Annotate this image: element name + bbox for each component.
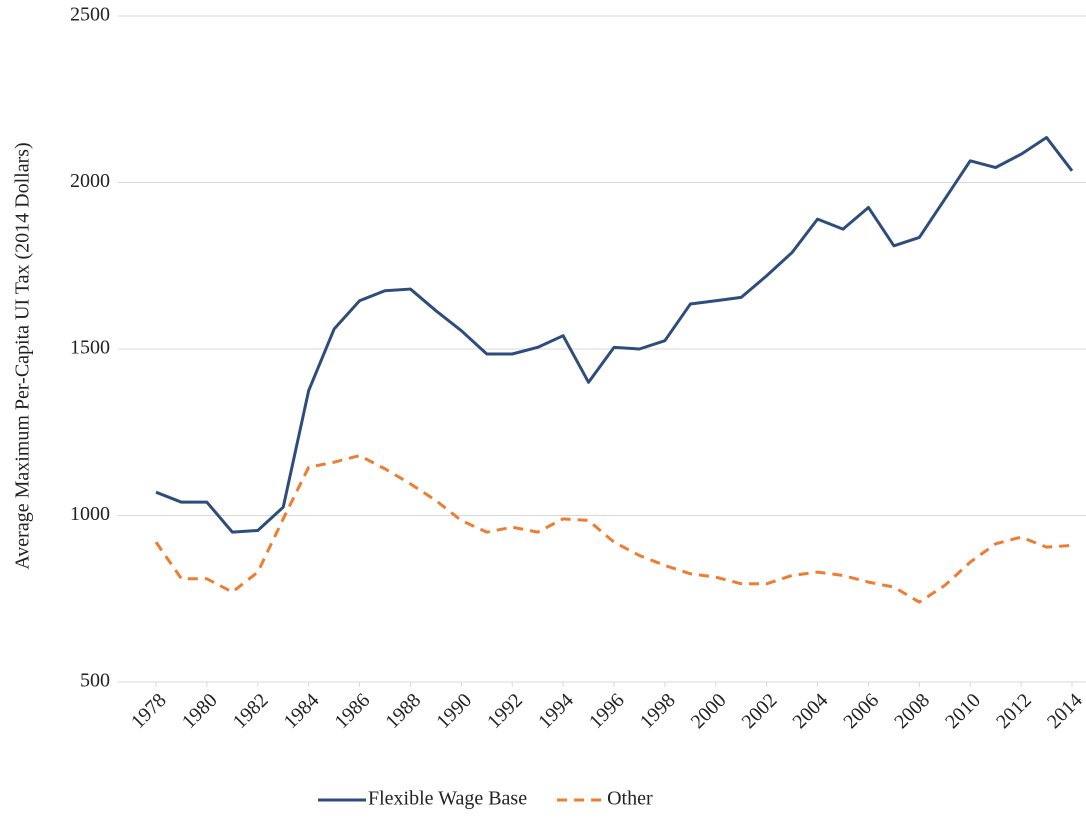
x-tick-label: 2000 [687, 689, 731, 733]
series-line [154, 454, 1073, 604]
x-tick-label: 1990 [432, 689, 476, 733]
x-tick-label: 2004 [788, 689, 832, 733]
x-tick-label: 1996 [585, 689, 629, 733]
x-tick-label: 1998 [636, 689, 680, 733]
y-tick-label: 2500 [70, 4, 110, 26]
x-tick-label: 2014 [1043, 689, 1086, 733]
x-tick-label: 1992 [483, 689, 527, 733]
series-line [155, 136, 1074, 534]
x-tick-label: 2010 [941, 689, 985, 733]
x-tick-label: 1980 [178, 689, 222, 733]
x-tick-label: 1988 [381, 689, 425, 733]
legend-label: Other [607, 788, 653, 810]
y-tick-label: 1000 [70, 503, 110, 525]
x-tick-label: 2008 [890, 689, 934, 733]
x-tick-label: 1978 [127, 689, 171, 733]
y-tick-label: 1500 [70, 337, 110, 359]
x-tick-label: 1994 [534, 689, 578, 733]
y-tick-label: 500 [80, 670, 110, 692]
x-tick-label: 1982 [229, 689, 273, 733]
x-tick-label: 1984 [280, 689, 324, 733]
legend-label: Flexible Wage Base [368, 788, 527, 810]
y-tick-label: 2000 [70, 170, 110, 192]
x-tick-label: 2002 [738, 689, 782, 733]
x-tick-label: 2012 [992, 689, 1036, 733]
x-tick-label: 2006 [839, 689, 883, 733]
x-tick-label: 1986 [330, 689, 374, 733]
y-axis-label: Average Maximum Per-Capita UI Tax (2014 … [12, 142, 34, 569]
